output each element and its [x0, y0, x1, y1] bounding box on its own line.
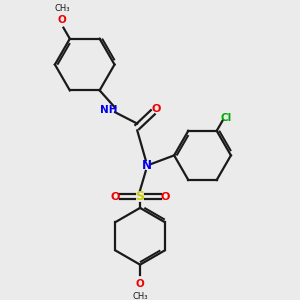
Text: N: N	[142, 159, 152, 172]
Text: O: O	[152, 104, 161, 114]
Text: Cl: Cl	[220, 112, 232, 123]
Text: S: S	[136, 190, 145, 203]
Text: O: O	[111, 191, 120, 202]
Text: O: O	[136, 279, 144, 290]
Text: CH₃: CH₃	[132, 292, 148, 300]
Text: CH₃: CH₃	[54, 4, 70, 13]
Text: NH: NH	[100, 105, 118, 115]
Text: O: O	[58, 15, 66, 26]
Text: O: O	[160, 191, 170, 202]
